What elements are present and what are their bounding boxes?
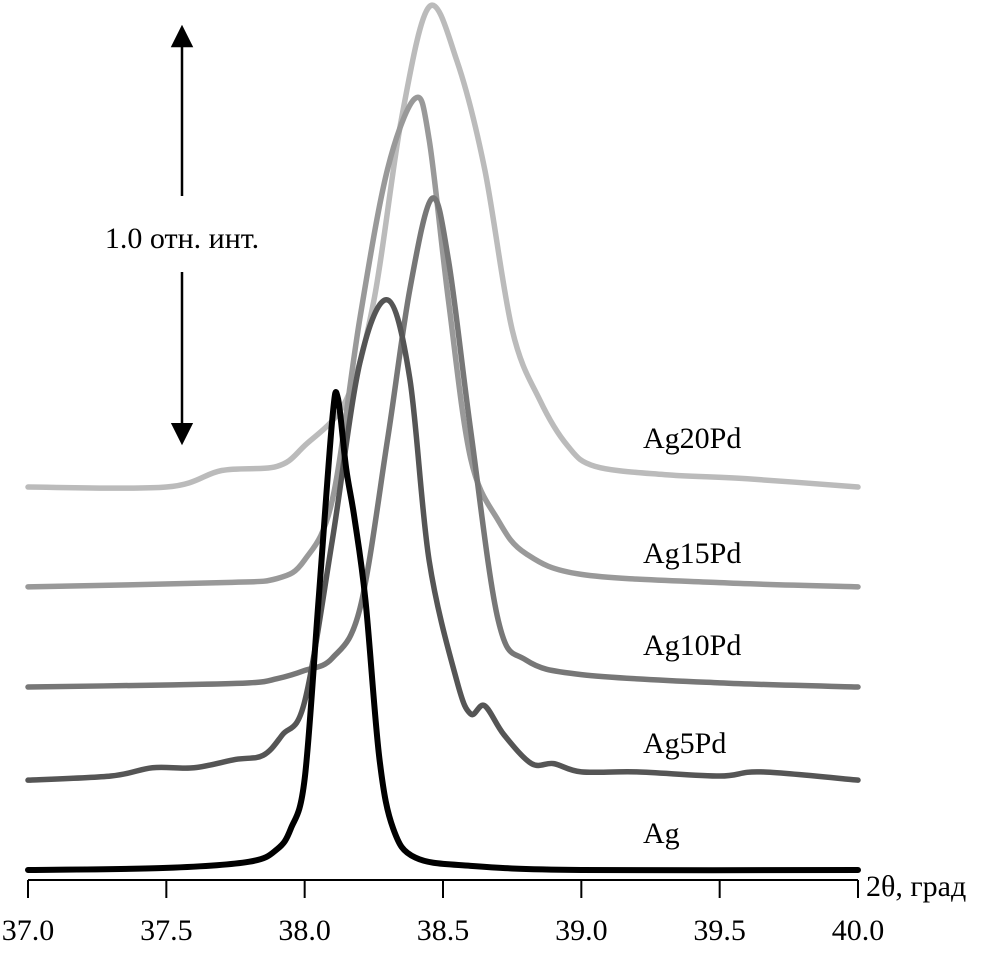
series-label-ag: Ag [643,817,680,850]
x-tick-label: 38.0 [278,914,331,947]
x-tick-label: 38.5 [417,914,470,947]
x-axis-ticks: 37.0 37.5 38.0 38.5 39.0 39.5 40.0 [2,880,885,947]
x-tick-label: 39.0 [555,914,608,947]
series-line-ag [25,389,861,874]
series-line-ag10pd [25,195,861,690]
x-axis-label: 2θ, град [866,870,966,903]
series-labels: Ag20Pd Ag15Pd Ag10Pd Ag5Pd Ag [643,422,741,850]
series-curves [25,2,861,874]
series-line-ag20pd [25,2,861,492]
x-tick-label: 37.5 [140,914,193,947]
x-tick-label: 39.5 [693,914,746,947]
series-line-ag15pd [25,94,861,590]
x-tick-label: 37.0 [2,914,55,947]
series-label-ag5pd: Ag5Pd [643,727,726,760]
series-label-ag20pd: Ag20Pd [643,422,741,455]
x-tick-label: 40.0 [832,914,885,947]
series-label-ag10pd: Ag10Pd [643,629,741,662]
series-label-ag15pd: Ag15Pd [643,537,741,570]
series-line-ag5pd [25,297,861,783]
scale-bar-label: 1.0 отн. инт. [105,222,259,255]
scale-bar: 1.0 отн. инт. [105,24,259,446]
